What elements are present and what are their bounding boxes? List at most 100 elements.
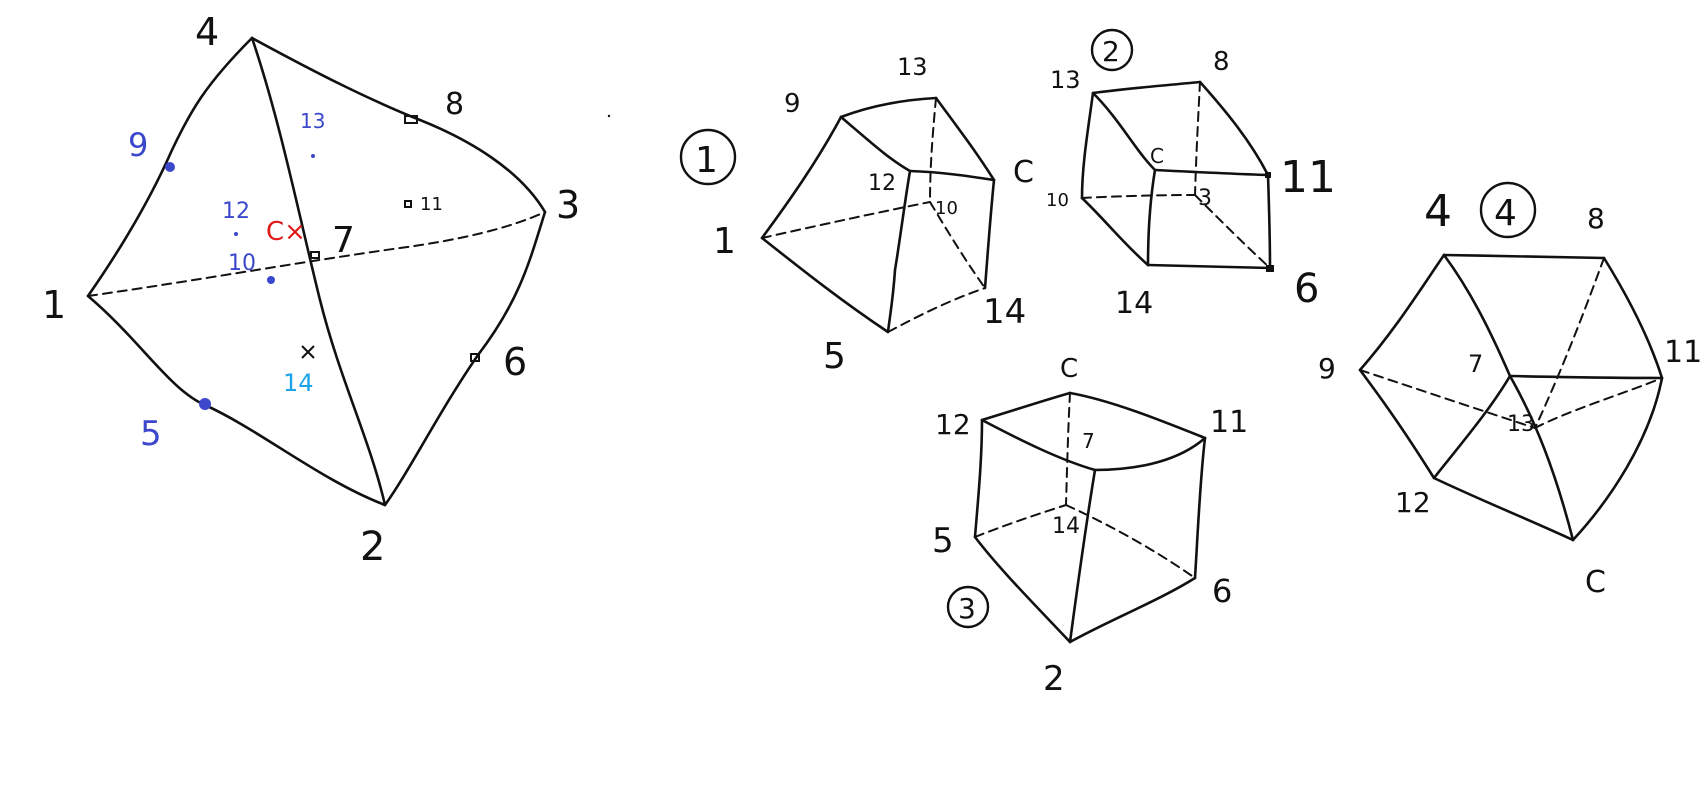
edge-4-3 <box>250 36 547 214</box>
cell-3-label-2: 2 <box>1043 659 1065 699</box>
cell-4-label-9: 9 <box>1318 352 1336 385</box>
cell-1-edge-9-12 <box>839 115 912 173</box>
cell-2-marker-6 <box>1266 265 1274 272</box>
cell-2-edge-10-3-hidden <box>1081 194 1196 199</box>
cell-2-edge-13-8 <box>1091 80 1202 95</box>
cell-1-label-10: 10 <box>935 198 958 219</box>
cell-3-edge-12-5 <box>973 418 984 539</box>
cell-1-label-1: 1 <box>713 221 736 262</box>
point-10-label: 10 <box>228 251 256 276</box>
point-7-label: 7 <box>332 220 355 261</box>
cell-4-edge-9-12 <box>1358 368 1436 480</box>
vertex-4-label: 4 <box>195 10 219 54</box>
cell-3-number-circle <box>946 585 990 629</box>
cell-2-label-10: 10 <box>1046 190 1069 211</box>
cell-1-edge-13-10-hidden <box>929 97 937 203</box>
cell-1-edge-9-13 <box>839 96 938 119</box>
cell-2-edge-11-6 <box>1266 173 1272 270</box>
cell-4-edge-4-9 <box>1358 253 1446 372</box>
centroid-label: C× <box>266 217 306 247</box>
point-6-marker <box>470 353 480 362</box>
cell-4-label-13: 13 <box>1507 412 1535 437</box>
cell-1-edge-9-1 <box>760 115 843 240</box>
cell-2-edge-C-11 <box>1153 168 1270 177</box>
point-10-marker <box>267 276 275 284</box>
cell-2-label-11: 11 <box>1280 152 1336 203</box>
cell-4: 4 4 8 9 7 11 13 12 C <box>1318 181 1700 600</box>
cell-3-label-6: 6 <box>1212 572 1232 610</box>
cell-3-label-14: 14 <box>1052 514 1080 539</box>
cell-2-edge-10-14 <box>1080 196 1150 267</box>
edge-4-2 <box>250 36 387 507</box>
cell-4-label-12: 12 <box>1395 486 1431 519</box>
cell-2-edge-13-10 <box>1080 91 1095 200</box>
point-8-marker <box>404 115 418 124</box>
point-11-label: 11 <box>420 194 443 215</box>
cell-4-number: 4 <box>1494 193 1517 234</box>
cell-1-edge-1-5 <box>760 236 890 334</box>
point-14-label: 14 <box>283 369 314 397</box>
cell-4-label-8: 8 <box>1587 202 1605 235</box>
point-12-label: 12 <box>222 199 250 224</box>
edge-1-3-hidden <box>87 211 546 297</box>
cell-1-edge-C-14 <box>983 178 996 290</box>
cell-4-edge-4-7 <box>1442 253 1512 378</box>
point-5-marker <box>199 398 211 410</box>
cell-4-edge-8-11 <box>1602 256 1664 380</box>
cell-4-label-C: C <box>1585 565 1606 600</box>
cell-1-label-C: C <box>1013 155 1034 190</box>
cell-2-edge-C-14 <box>1146 168 1157 267</box>
cell-3-edge-5-2 <box>973 535 1072 644</box>
cell-3-label-7: 7 <box>1082 429 1095 453</box>
cell-1-edge-10-14-hidden <box>929 201 986 289</box>
cell-1-edge-12-C <box>908 169 996 182</box>
cell-4-edge-7-12 <box>1432 374 1512 480</box>
cell-2-edge-3-6-hidden <box>1194 194 1271 269</box>
cell-2-edge-13-C <box>1091 91 1157 172</box>
edge-1-2 <box>86 294 387 507</box>
cell-4-edge-7-11 <box>1508 374 1664 380</box>
point-9-marker <box>165 162 175 172</box>
cell-1: 1 9 13 C 12 10 1 5 14 <box>679 53 1034 377</box>
cell-2-edge-14-6 <box>1146 263 1272 270</box>
cell-2-edge-8-11 <box>1198 80 1270 177</box>
cell-2-label-14: 14 <box>1115 286 1153 321</box>
cell-2-marker-11 <box>1265 172 1271 178</box>
cell-1-label-12: 12 <box>868 171 896 196</box>
cell-3: 3 C 12 11 7 5 14 6 2 <box>932 354 1248 699</box>
cell-2-number-circle <box>1090 28 1134 72</box>
cell-4-edge-4-8 <box>1442 253 1606 260</box>
point-8-label: 8 <box>445 87 464 122</box>
cell-3-edge-7-11 <box>1093 436 1207 472</box>
point-13-label: 13 <box>300 109 325 133</box>
vertex-3-label: 3 <box>556 183 580 227</box>
cell-1-label-9: 9 <box>784 89 801 119</box>
point-14-marker <box>301 345 315 359</box>
cell-4-label-11: 11 <box>1664 335 1700 370</box>
cell-4-label-4: 4 <box>1424 186 1452 237</box>
cell-1-number: 1 <box>695 140 718 181</box>
cell-3-edge-C-11 <box>1068 391 1207 440</box>
cell-2-label-13: 13 <box>1050 66 1081 94</box>
vertex-2-label: 2 <box>360 524 385 570</box>
cell-4-edge-8-13-hidden <box>1534 257 1605 429</box>
cell-3-edge-12-7 <box>980 418 1097 472</box>
point-12-marker <box>234 232 238 236</box>
cell-1-edge-1-10-hidden <box>761 201 931 239</box>
cell-1-label-13: 13 <box>897 53 928 81</box>
main-tetrahedron: 4 1 3 2 8 6 7 11 9 13 12 10 5 14 C× <box>42 10 580 570</box>
cell-4-edge-13-11-hidden <box>1534 377 1663 429</box>
point-5-label: 5 <box>140 414 162 454</box>
cell-1-edge-12-5 <box>886 169 912 334</box>
cell-2-edge-8-3-hidden <box>1194 81 1201 196</box>
cell-4-edge-9-13-hidden <box>1359 369 1536 429</box>
cell-3-edge-2-6 <box>1068 576 1197 644</box>
cell-2: 2 13 8 C 11 10 3 14 6 <box>1046 28 1336 321</box>
cell-1-label-14: 14 <box>983 292 1026 332</box>
cell-4-edge-7-C <box>1508 374 1575 542</box>
cell-4-label-7: 7 <box>1468 350 1483 378</box>
cell-3-edge-C-14-hidden <box>1065 392 1071 506</box>
cell-1-number-circle <box>679 128 737 186</box>
cell-3-number: 3 <box>958 592 976 625</box>
